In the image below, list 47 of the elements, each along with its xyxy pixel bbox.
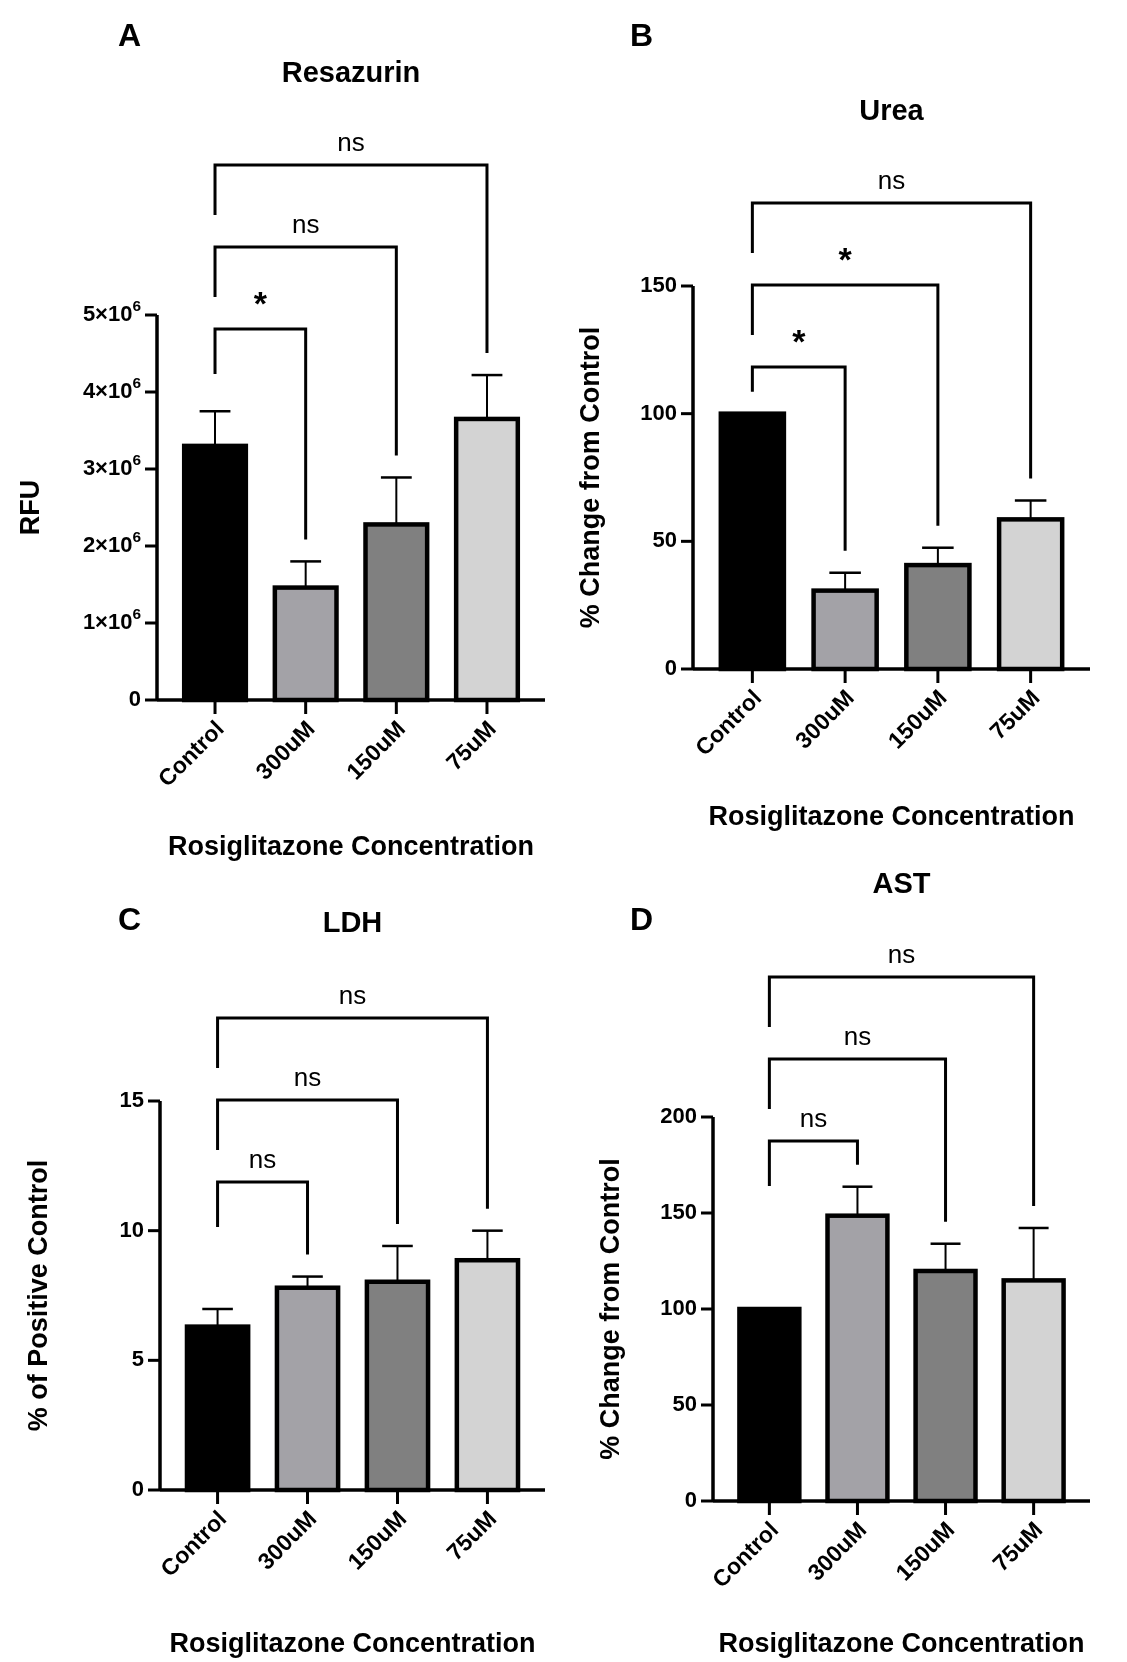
annotation: ns xyxy=(799,1103,828,1133)
annotation: ns xyxy=(248,1144,277,1174)
text: ns xyxy=(877,165,906,195)
y-axis-title: RFU xyxy=(15,479,46,536)
y-axis-title: % Change from Control xyxy=(575,326,606,629)
chart-title: Resazurin xyxy=(281,56,421,88)
x-axis-title: Rosiglitazone Concentration xyxy=(718,1628,1085,1658)
annotation: * xyxy=(253,284,268,322)
y-tick-label: 5 xyxy=(131,1346,144,1372)
y-tick-label: 0 xyxy=(664,654,677,680)
x-axis-title: Rosiglitazone Concentration xyxy=(708,801,1075,831)
y-tick-label: 15 xyxy=(119,1086,144,1112)
y-tick-label: 1×10$^{6}$ xyxy=(82,604,141,634)
text: ns xyxy=(293,1062,322,1092)
y-tick-label: 50 xyxy=(672,1390,697,1416)
y-tick-label: 100 xyxy=(640,399,677,425)
y-tick-label: 4×10$^{6}$ xyxy=(82,373,141,403)
y-tick-label: 10 xyxy=(119,1216,144,1242)
y-tick-label: 3×10$^{6}$ xyxy=(82,450,141,480)
chart-title: Urea xyxy=(859,94,925,126)
y-tick-label: 5×10$^{6}$ xyxy=(82,296,141,326)
x-axis-title: Rosiglitazone Concentration xyxy=(169,1628,536,1658)
text: ns xyxy=(887,939,916,969)
y-tick-label: 0 xyxy=(684,1486,697,1512)
text: A xyxy=(118,17,142,54)
x-axis-title: Rosiglitazone Concentration xyxy=(167,831,535,861)
text: D xyxy=(630,901,654,938)
y-tick-label: 200 xyxy=(660,1102,697,1128)
text: C xyxy=(118,901,142,938)
y-tick-label: 2×10$^{6}$ xyxy=(82,527,141,557)
y-tick-label: 150 xyxy=(660,1198,697,1224)
y-tick-label: 0 xyxy=(131,1475,144,1501)
text: B xyxy=(630,17,654,54)
text: * xyxy=(838,240,853,278)
chart-title: AST xyxy=(872,867,931,899)
y-axis-title: % Change from Control xyxy=(595,1158,626,1460)
y-tick-label: 100 xyxy=(660,1294,697,1320)
y-tick-label: 150 xyxy=(640,271,677,297)
annotation: * xyxy=(792,322,807,360)
text: ns xyxy=(338,980,367,1010)
text: ns xyxy=(843,1021,872,1051)
y-axis-title: % of Positive Control xyxy=(23,1159,54,1432)
text: ns xyxy=(337,127,365,157)
y-tick-label: 50 xyxy=(652,527,677,553)
text: ns xyxy=(291,209,320,239)
y-tick-label: 0 xyxy=(128,685,141,711)
chart-title: LDH xyxy=(322,906,383,938)
